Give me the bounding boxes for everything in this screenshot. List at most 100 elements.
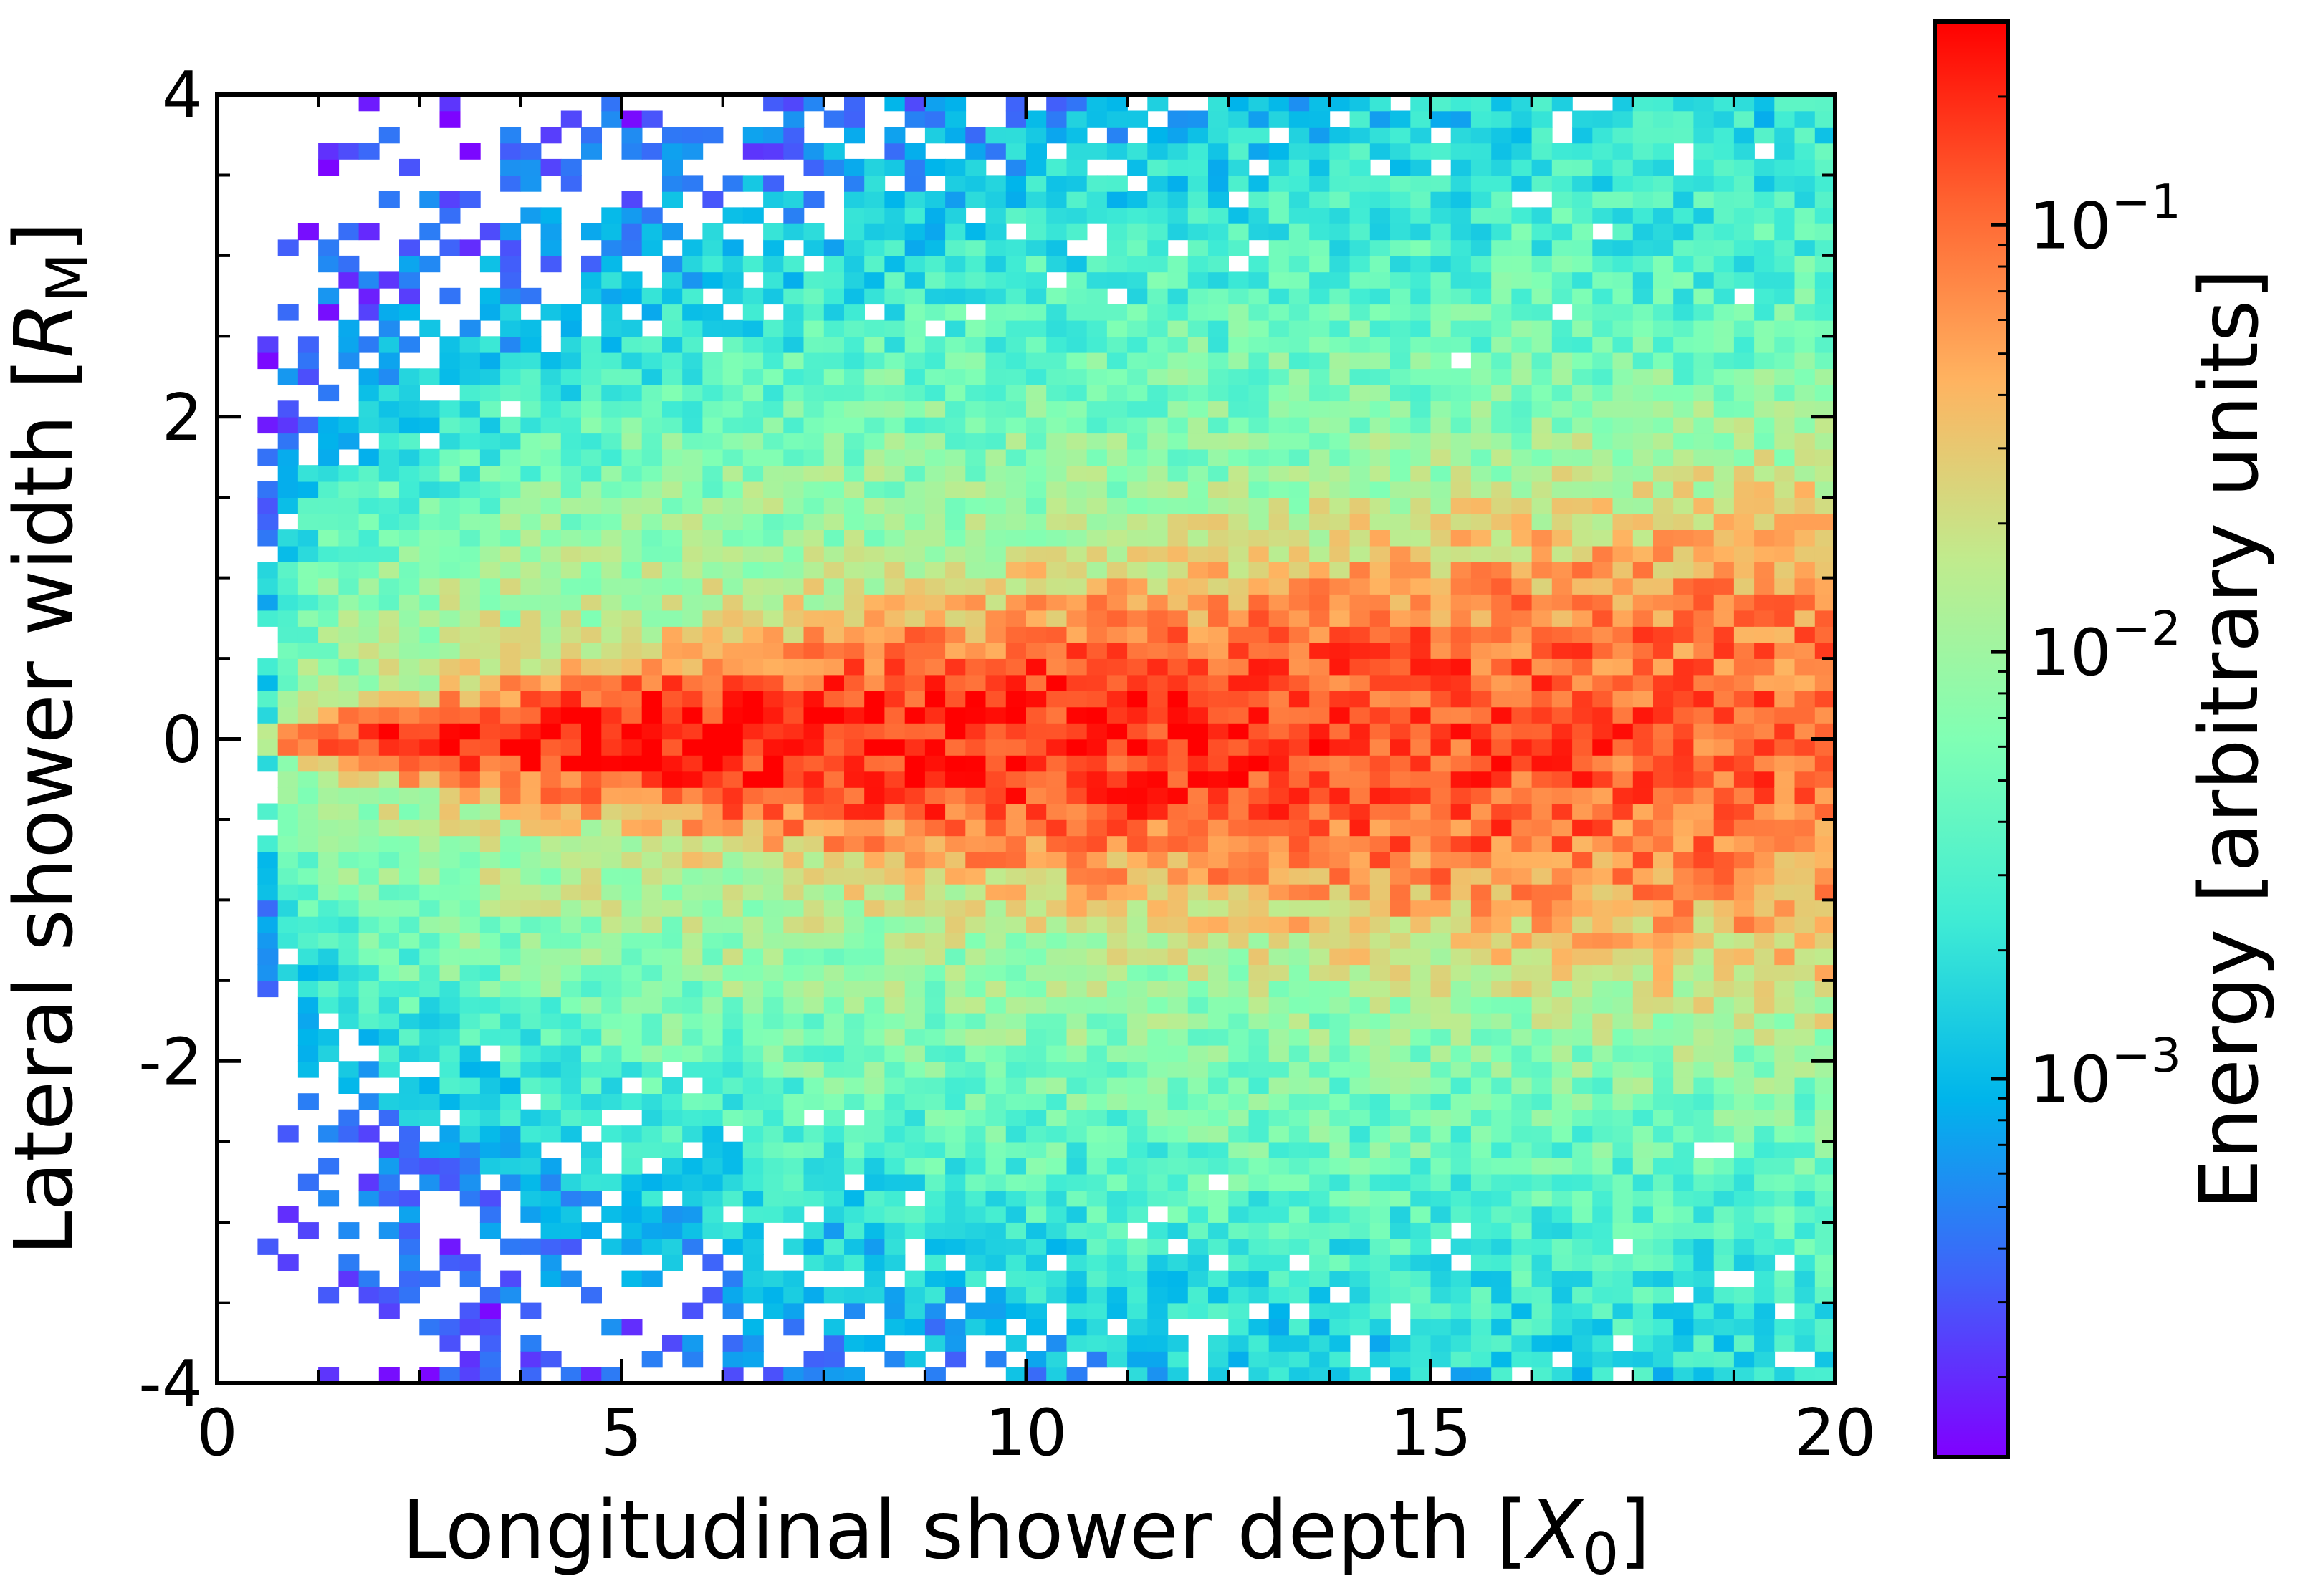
heatmap-cell	[945, 835, 967, 852]
heatmap-cell	[1187, 835, 1209, 852]
heatmap-cell	[1106, 336, 1128, 353]
heatmap-cell	[358, 1287, 380, 1304]
heatmap-cell	[1349, 739, 1371, 756]
heatmap-cell	[1288, 1335, 1310, 1352]
heatmap-cell	[702, 562, 724, 579]
heatmap-cell	[1309, 1125, 1331, 1143]
heatmap-cell	[1046, 1012, 1068, 1030]
heatmap-cell	[1410, 851, 1432, 869]
heatmap-cell	[682, 448, 704, 466]
heatmap-cell	[1632, 1367, 1654, 1384]
heatmap-cell	[783, 465, 805, 482]
heatmap-cell	[884, 1287, 906, 1304]
heatmap-cell	[844, 1254, 865, 1271]
heatmap-cell	[965, 900, 987, 917]
heatmap-cell	[1046, 980, 1068, 998]
heatmap-cell	[318, 883, 340, 901]
heatmap-cell	[1187, 964, 1209, 981]
heatmap-cell	[1470, 626, 1492, 643]
heatmap-cell	[540, 562, 562, 579]
heatmap-cell	[1187, 529, 1209, 547]
heatmap-cell	[924, 1367, 946, 1384]
heatmap-cell	[823, 706, 845, 724]
heatmap-cell	[399, 465, 420, 482]
heatmap-cell	[1127, 1093, 1149, 1110]
heatmap-cell	[621, 513, 643, 530]
heatmap-cell	[1288, 1061, 1310, 1078]
heatmap-cell	[1228, 658, 1250, 676]
heatmap-cell	[1248, 497, 1270, 514]
heatmap-cell	[1551, 932, 1573, 949]
heatmap-cell	[1187, 642, 1209, 659]
heatmap-cell	[783, 352, 805, 370]
heatmap-cell	[1228, 900, 1250, 917]
heatmap-cell	[662, 610, 683, 627]
heatmap-cell	[641, 1351, 663, 1368]
heatmap-cell	[965, 1238, 987, 1255]
heatmap-cell	[1248, 1254, 1270, 1271]
heatmap-cell	[1066, 1206, 1088, 1223]
heatmap-cell	[601, 626, 623, 643]
heatmap-cell	[1086, 529, 1108, 547]
heatmap-cell	[904, 771, 926, 788]
heatmap-cell	[1369, 1190, 1391, 1207]
heatmap-cell	[1592, 658, 1614, 676]
heatmap-cell	[985, 867, 1007, 885]
heatmap-cell	[1066, 835, 1088, 852]
heatmap-cell	[621, 706, 643, 724]
heatmap-cell	[702, 755, 724, 772]
heatmap-cell	[1410, 304, 1432, 321]
heatmap-cell	[601, 915, 623, 933]
heatmap-cell	[965, 787, 987, 804]
heatmap-cell	[1470, 594, 1492, 611]
heatmap-cell	[844, 191, 865, 208]
heatmap-cell	[1531, 691, 1553, 708]
heatmap-cell	[1531, 239, 1553, 256]
heatmap-cell	[823, 319, 845, 337]
heatmap-cell	[1349, 1109, 1371, 1126]
heatmap-cell	[1309, 110, 1331, 128]
heatmap-cell	[479, 771, 501, 788]
heatmap-cell	[1430, 803, 1452, 820]
heatmap-cell	[1572, 529, 1594, 547]
heatmap-cell	[338, 706, 360, 724]
heatmap-cell	[1673, 1319, 1695, 1336]
heatmap-cell	[1167, 1173, 1189, 1191]
heatmap-cell	[1309, 481, 1331, 498]
heatmap-cell	[1390, 1029, 1411, 1046]
heatmap-cell	[1450, 851, 1472, 869]
heatmap-cell	[1066, 287, 1088, 305]
heatmap-cell	[763, 562, 785, 579]
heatmap-cell	[560, 448, 582, 466]
heatmap-cell	[662, 626, 683, 643]
heatmap-cell	[1551, 1222, 1573, 1239]
heatmap-cell	[1086, 368, 1108, 385]
heatmap-cell	[1369, 110, 1391, 128]
heatmap-cell	[1046, 545, 1068, 562]
heatmap-cell	[1369, 594, 1391, 611]
heatmap-cell	[1390, 755, 1411, 772]
heatmap-cell	[601, 319, 623, 337]
heatmap-cell	[1167, 368, 1189, 385]
heatmap-cell	[864, 803, 886, 820]
heatmap-cell	[1531, 497, 1553, 514]
heatmap-cell	[1288, 594, 1310, 611]
heatmap-cell	[1046, 1222, 1068, 1239]
heatmap-cell	[924, 1302, 946, 1319]
heatmap-cell	[500, 915, 522, 933]
heatmap-cell	[1511, 433, 1533, 450]
heatmap-cell	[1005, 739, 1027, 756]
heatmap-cell	[1390, 529, 1411, 547]
heatmap-cell	[1086, 1319, 1108, 1336]
heatmap-cell	[297, 1061, 319, 1078]
heatmap-cell	[1531, 158, 1553, 176]
heatmap-cell	[1653, 95, 1674, 112]
heatmap-cell	[399, 433, 420, 450]
heatmap-cell	[945, 706, 967, 724]
heatmap-cell	[1187, 610, 1209, 627]
heatmap-cell	[1288, 143, 1310, 160]
heatmap-cell	[297, 1222, 319, 1239]
heatmap-cell	[844, 819, 865, 837]
heatmap-cell	[338, 223, 360, 241]
heatmap-cell	[581, 1093, 602, 1110]
